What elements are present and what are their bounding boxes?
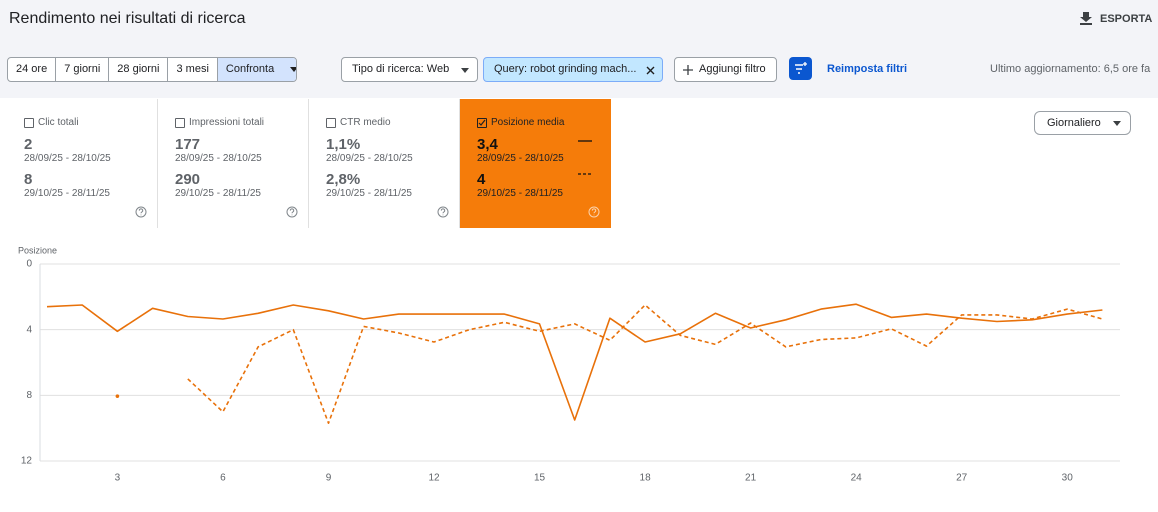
- x-tick-label: 3: [115, 473, 121, 484]
- y-tick-label: 4: [26, 324, 32, 335]
- add-filter-label: Aggiungi filtro: [699, 63, 766, 75]
- help-circle: [286, 206, 298, 218]
- metric-label: Posizione media: [491, 117, 565, 128]
- solid-line: [46, 303, 1103, 421]
- metric-value: 177: [175, 136, 201, 153]
- checkbox[interactable]: [24, 118, 34, 128]
- x-tick-label: 18: [640, 473, 652, 484]
- metric-label: Impressioni totali: [189, 117, 265, 128]
- metric-value: 8: [24, 171, 33, 188]
- metric-card[interactable]: Posizione media 3,4 28/09/25 - 28/10/25 4 29…: [460, 99, 611, 228]
- y-tick-label: 0: [26, 259, 32, 270]
- date-range-button[interactable]: 7 giorni: [56, 58, 110, 81]
- checkbox[interactable]: [175, 118, 185, 128]
- metric-value: 2: [24, 136, 33, 153]
- metric-label: Clic totali: [38, 117, 79, 128]
- check-shape: [478, 119, 486, 126]
- x-tick-label: 9: [326, 473, 332, 484]
- help-icon[interactable]: [135, 206, 147, 218]
- y-tick-label: 12: [21, 456, 33, 467]
- metric-value: 3,4: [477, 136, 498, 153]
- filter-icon: [795, 62, 807, 74]
- dropdown-arrow: [461, 68, 469, 73]
- metric-range: 28/09/25 - 28/10/25: [326, 153, 413, 164]
- chip-label: Tipo di ricerca: Web: [352, 63, 450, 75]
- last-update: Ultimo aggiornamento: 6,5 ore fa: [990, 63, 1151, 75]
- help-circle: [437, 206, 449, 218]
- arrow-shape: [289, 67, 297, 72]
- page-title: Rendimento nei risultati di ricerca: [9, 10, 246, 27]
- filter-chip[interactable]: Tipo di ricerca: Web: [341, 57, 479, 82]
- y-axis-label: Posizione: [18, 245, 57, 255]
- dropdown-arrow: [289, 67, 297, 72]
- x-tick-label: 12: [428, 473, 440, 484]
- reset-filters-link[interactable]: Reimposta filtri: [827, 63, 908, 75]
- chart: Posizione 0 4 8 12 3 6 9 12 15 18 21 24 27 30: [18, 245, 1120, 484]
- help-glyph: [440, 208, 446, 216]
- date-range-button[interactable]: 28 giorni: [109, 58, 169, 81]
- granularity-select[interactable]: Giornaliero: [1034, 111, 1131, 135]
- metric-value: 1,1%: [326, 136, 361, 153]
- date-range-button[interactable]: Confronta: [217, 58, 297, 81]
- metric-card[interactable]: CTR medio 1,1% 28/09/25 - 28/10/25 2,8% 29/1…: [309, 99, 460, 228]
- metric-value: 4: [477, 171, 486, 188]
- download-icon[interactable]: [1079, 11, 1093, 25]
- metric-range: 28/09/25 - 28/10/25: [175, 153, 262, 164]
- date-range-button[interactable]: 3 mesi: [168, 58, 218, 81]
- plus-shape: [683, 65, 693, 75]
- help-circle: [135, 206, 147, 218]
- metric-card[interactable]: Clic totali 2 28/09/25 - 28/10/25 8 29/10/25…: [7, 99, 158, 228]
- help-icon[interactable]: [437, 206, 449, 218]
- plus-icon: [683, 65, 693, 75]
- x-tick-label: 30: [1062, 473, 1074, 484]
- metric-value: 2,8%: [326, 171, 361, 188]
- metric-range: 29/10/25 - 28/11/25: [477, 188, 563, 199]
- checkbox[interactable]: [477, 118, 487, 128]
- help-icon[interactable]: [588, 206, 600, 218]
- help-icon[interactable]: [286, 206, 298, 218]
- check-mark: [478, 119, 486, 126]
- x-tick-label: 27: [956, 473, 968, 484]
- metric-label: CTR medio: [340, 117, 391, 128]
- metric-card[interactable]: Impressioni totali 177 28/09/25 - 28/10/25…: [158, 99, 309, 228]
- x-tick-label: 6: [220, 473, 226, 484]
- granularity-label: Giornaliero: [1047, 117, 1101, 129]
- dropdown-arrow: [1113, 121, 1121, 126]
- add-filter-button[interactable]: Aggiungi filtro: [674, 57, 777, 82]
- checkbox[interactable]: [326, 118, 336, 128]
- y-tick-label: 8: [26, 390, 32, 401]
- dashed-line: [187, 304, 1103, 424]
- chip-label: Query: robot grinding mach...: [494, 63, 637, 75]
- metric-range: 28/09/25 - 28/10/25: [477, 153, 564, 164]
- metric-range: 29/10/25 - 28/11/25: [175, 188, 261, 199]
- metric-range: 29/10/25 - 28/11/25: [24, 188, 110, 199]
- x-tick-label: 15: [534, 473, 546, 484]
- export-button[interactable]: ESPORTA: [1100, 13, 1153, 25]
- close-icon[interactable]: [646, 66, 655, 75]
- help-glyph: [591, 208, 597, 216]
- help-glyph: [289, 208, 295, 216]
- help-glyph: [138, 208, 144, 216]
- x-tick-label: 24: [851, 473, 863, 484]
- close-shape: [646, 66, 655, 75]
- metric-range: 29/10/25 - 28/11/25: [326, 188, 412, 199]
- help-circle: [588, 206, 600, 218]
- date-range-group: 24 ore 7 giorni 28 giorni 3 mesi Confronta: [7, 57, 298, 82]
- x-tick-label: 21: [745, 473, 757, 484]
- filter-icon-button[interactable]: [789, 57, 812, 80]
- metric-range: 28/09/25 - 28/10/25: [24, 153, 111, 164]
- metric-value: 290: [175, 171, 201, 188]
- period-line-keys: [578, 140, 592, 175]
- query-chip[interactable]: Query: robot grinding mach...: [483, 57, 664, 82]
- line-point: [115, 394, 120, 398]
- date-range-button[interactable]: 24 ore: [8, 58, 57, 81]
- arrow-shape: [461, 68, 469, 73]
